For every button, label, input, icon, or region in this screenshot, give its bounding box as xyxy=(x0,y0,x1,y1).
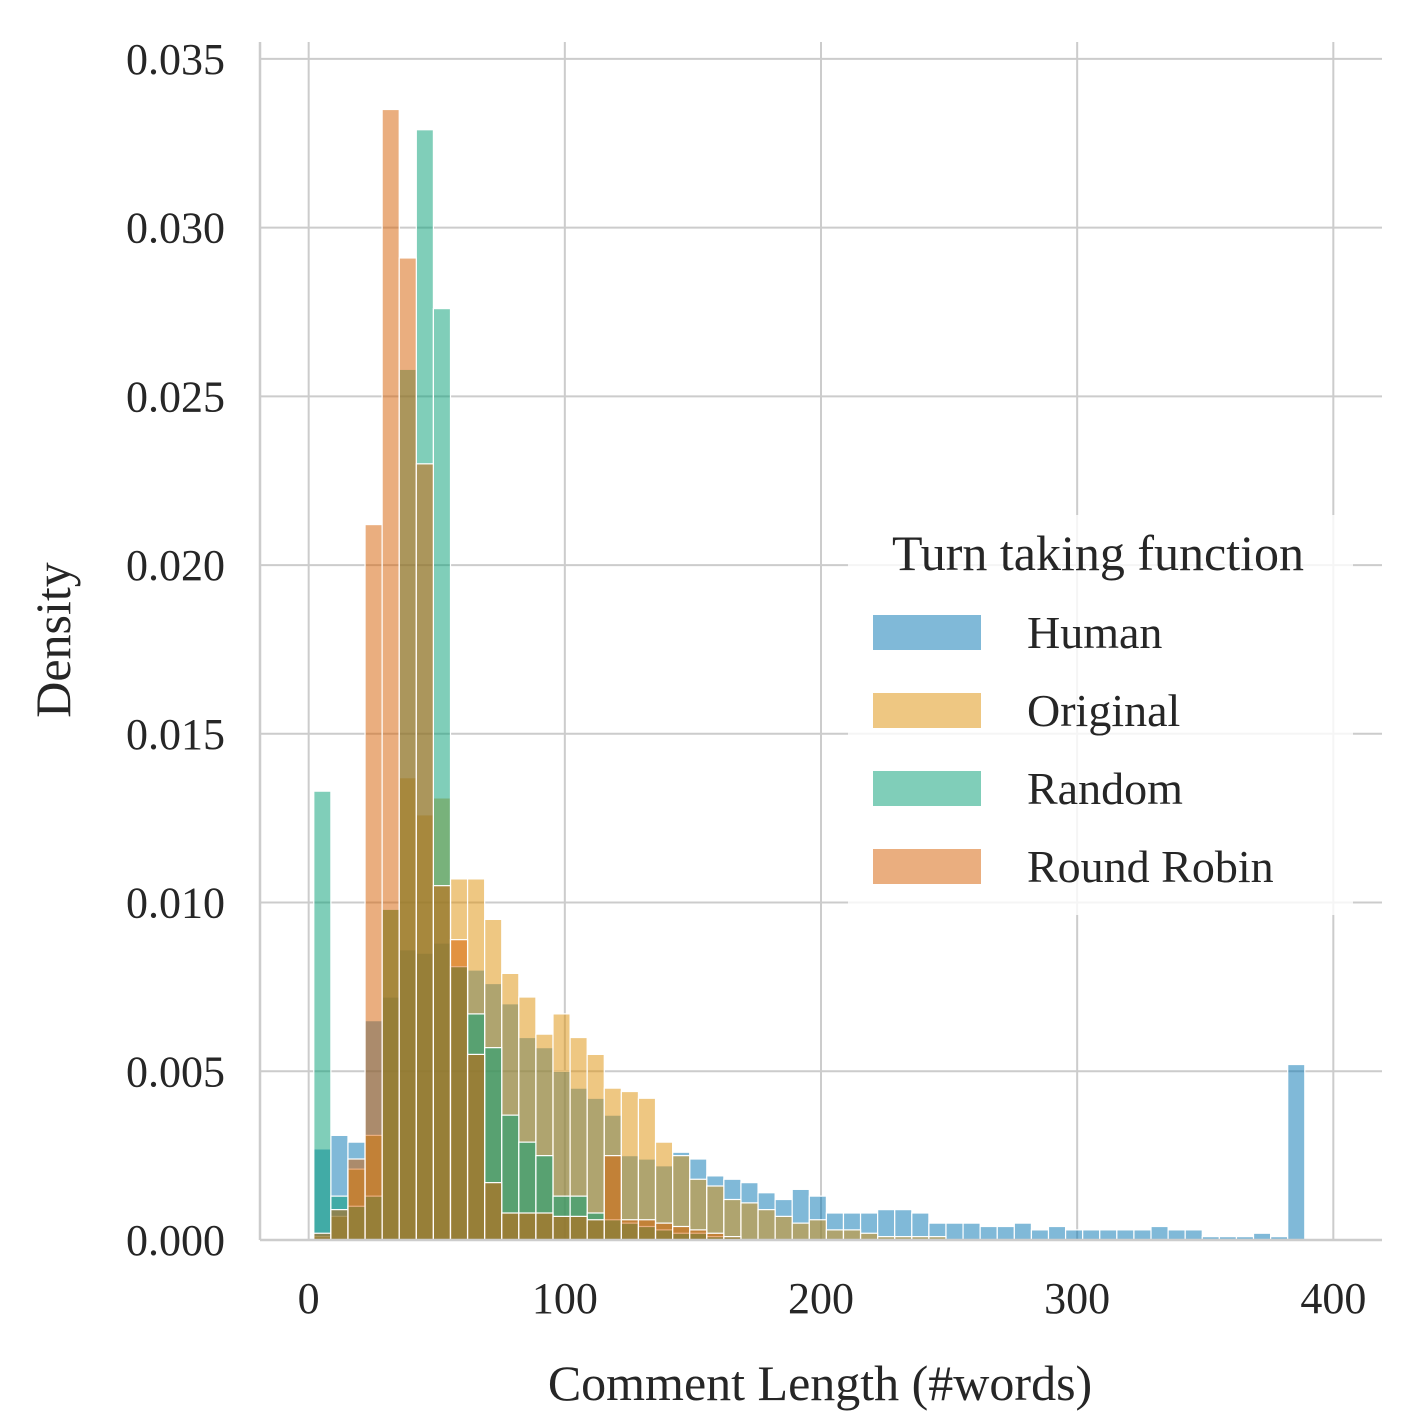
bar-round-robin xyxy=(449,939,469,1241)
bar-original xyxy=(825,1229,845,1241)
y-axis-label: Density xyxy=(25,562,81,718)
bar-original xyxy=(706,1185,725,1241)
bar-human xyxy=(945,1222,964,1241)
bar-original xyxy=(620,1090,640,1241)
bar-round-robin xyxy=(364,523,383,1241)
x-tick-label: 100 xyxy=(532,1274,598,1323)
bar-round-robin xyxy=(518,1212,537,1241)
legend-swatch-original xyxy=(873,693,981,728)
bar-human xyxy=(1099,1229,1118,1241)
bar-round-robin xyxy=(484,1182,503,1241)
legend: Human Original Random Round Robin Turn taki… xyxy=(848,515,1353,915)
bar-human xyxy=(996,1225,1015,1241)
y-tick-label: 0.000 xyxy=(126,1216,225,1265)
bar-round-robin xyxy=(415,463,434,1241)
bar-round-robin xyxy=(535,1212,554,1241)
x-tick-label: 200 xyxy=(788,1274,854,1323)
bar-human xyxy=(1150,1225,1169,1241)
axis-spines xyxy=(258,42,1382,1242)
bar-human xyxy=(1082,1229,1101,1241)
legend-swatch-human xyxy=(873,615,981,650)
histogram-bars xyxy=(313,108,1306,1241)
bar-human xyxy=(1133,1229,1152,1241)
legend-label-original: Original xyxy=(1027,685,1180,736)
bar-original xyxy=(791,1222,810,1241)
bar-round-robin xyxy=(501,1212,520,1241)
y-tick-label: 0.035 xyxy=(126,35,225,84)
legend-title: Turn taking function xyxy=(892,525,1304,581)
bar-human xyxy=(1287,1063,1306,1241)
legend-label-human: Human xyxy=(1027,607,1162,658)
bar-original xyxy=(808,1219,827,1241)
bar-human xyxy=(979,1225,998,1241)
bar-round-robin xyxy=(672,1225,691,1241)
bar-round-robin xyxy=(637,1219,657,1241)
bar-round-robin xyxy=(347,1158,366,1241)
bar-round-robin xyxy=(330,1209,349,1241)
x-tick-label: 400 xyxy=(1300,1274,1366,1323)
x-axis-label: Comment Length (#words) xyxy=(548,1355,1092,1411)
bar-round-robin xyxy=(381,108,400,1241)
bar-human xyxy=(1116,1229,1135,1241)
bar-round-robin xyxy=(654,1222,674,1241)
bar-round-robin xyxy=(603,1155,622,1241)
bar-human xyxy=(877,1209,896,1241)
tick-labels: 0 100 200 300 400 0.000 0.005 0.010 0.015 0.020 0.… xyxy=(126,35,1366,1323)
bar-random xyxy=(313,790,332,1241)
y-tick-label: 0.020 xyxy=(126,541,225,590)
y-tick-label: 0.025 xyxy=(126,372,225,421)
bar-human xyxy=(962,1222,981,1241)
bar-original xyxy=(757,1209,776,1241)
legend-label-round-robin: Round Robin xyxy=(1027,841,1274,892)
bar-human xyxy=(1064,1229,1084,1241)
bar-round-robin xyxy=(398,257,417,1241)
bar-round-robin xyxy=(689,1229,708,1241)
bar-original xyxy=(842,1229,862,1241)
bar-round-robin xyxy=(586,1219,605,1241)
bar-original xyxy=(586,1053,605,1241)
x-tick-label: 0 xyxy=(298,1274,320,1323)
bar-original xyxy=(774,1215,793,1241)
bar-round-robin xyxy=(620,1219,640,1241)
bar-human xyxy=(1030,1229,1050,1241)
bar-original xyxy=(637,1097,657,1241)
bar-round-robin xyxy=(569,1215,588,1241)
legend-swatch-random xyxy=(873,771,981,806)
bar-human xyxy=(894,1209,913,1241)
bar-human xyxy=(911,1212,930,1241)
bar-human xyxy=(1047,1225,1067,1241)
y-tick-label: 0.005 xyxy=(126,1047,225,1096)
y-tick-label: 0.010 xyxy=(126,879,225,928)
bar-original xyxy=(740,1202,759,1241)
bar-original xyxy=(723,1198,742,1241)
bar-round-robin xyxy=(466,1053,486,1241)
y-tick-label: 0.030 xyxy=(126,204,225,253)
bar-human xyxy=(1167,1229,1186,1241)
bar-human xyxy=(1013,1222,1033,1241)
y-tick-label: 0.015 xyxy=(126,710,225,759)
legend-swatch-round-robin xyxy=(873,849,981,884)
bar-round-robin xyxy=(432,885,452,1241)
bar-round-robin xyxy=(552,1215,571,1241)
bar-human xyxy=(1184,1229,1203,1241)
x-tick-label: 300 xyxy=(1044,1274,1110,1323)
legend-label-random: Random xyxy=(1027,763,1183,814)
